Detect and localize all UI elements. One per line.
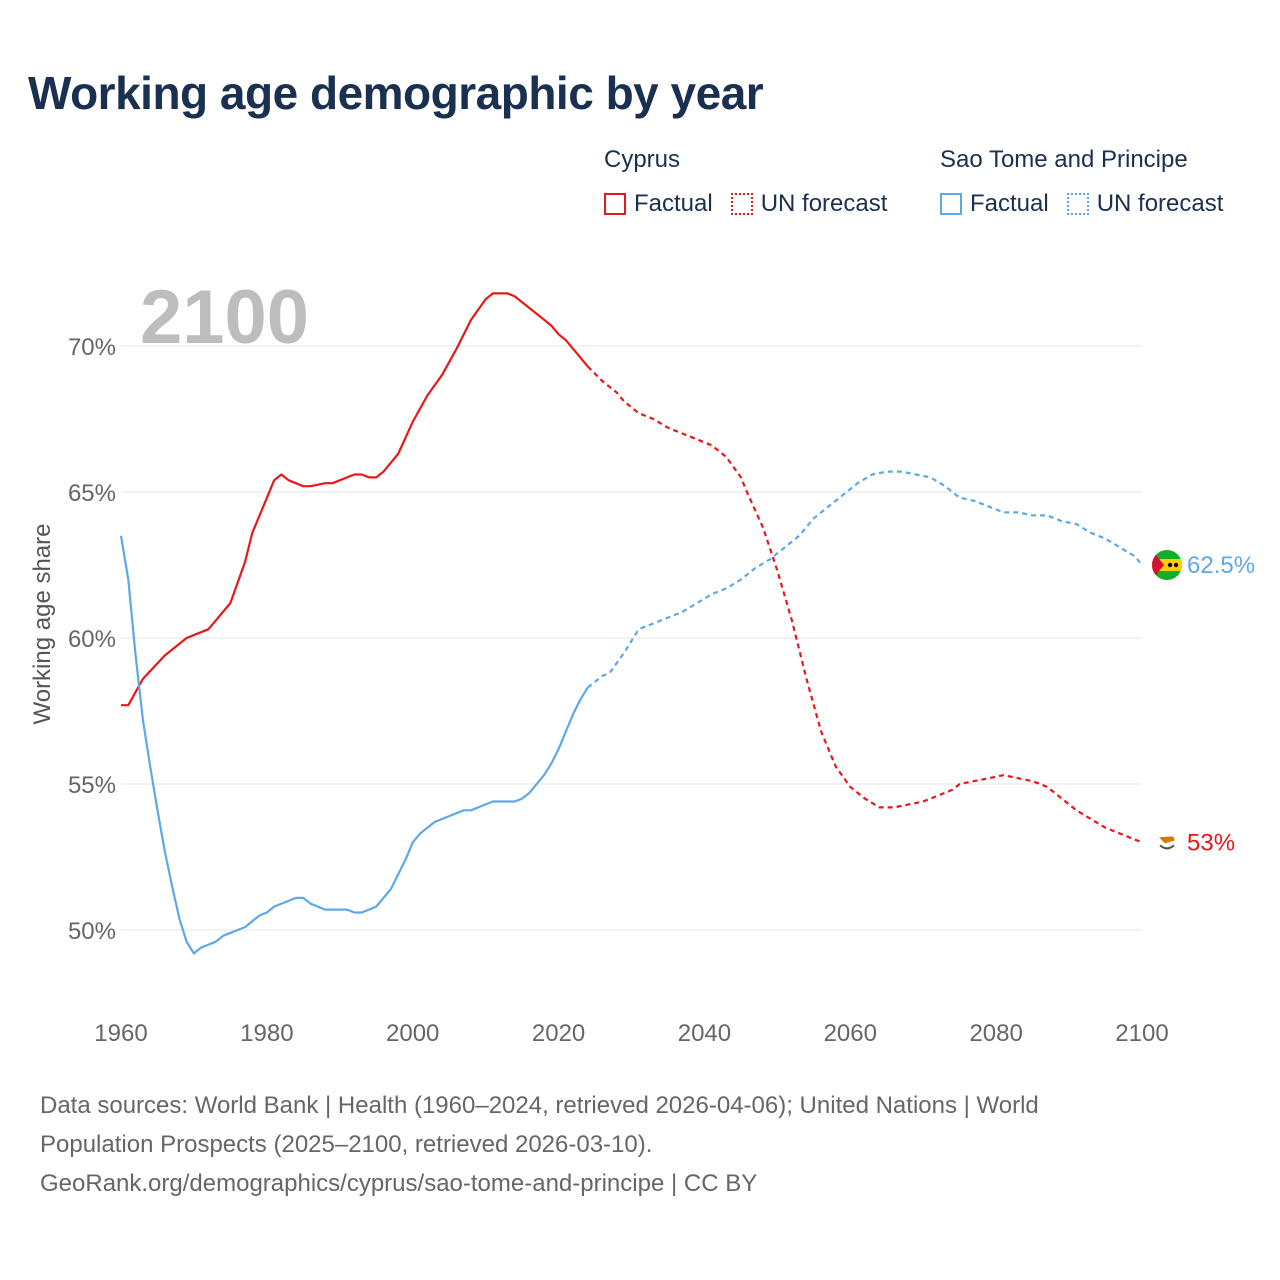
x-tick-label: 2060: [824, 1020, 877, 1047]
legend-group-sao-tome: Sao Tome and Principe Factual UN forecas…: [940, 146, 1241, 218]
series-layer: [119, 292, 1143, 955]
label-layer: 53% 62.5%: [1152, 550, 1255, 856]
y-tick-label: 55%: [68, 772, 116, 799]
legend-label: Factual: [970, 190, 1049, 217]
y-tick-label: 70%: [68, 334, 116, 361]
y-tick-label: 50%: [68, 918, 116, 945]
legend-item-sao-tome-forecast[interactable]: UN forecast: [1066, 190, 1224, 218]
x-tick-label: 1960: [94, 1020, 147, 1047]
footer-line: GeoRank.org/demographics/cyprus/sao-tome…: [40, 1170, 758, 1197]
footer-line: Data sources: World Bank | Health (1960–…: [40, 1092, 1039, 1119]
legend-label: UN forecast: [1096, 190, 1224, 217]
legend-swatch: [1066, 193, 1089, 215]
x-tick-label: 2020: [532, 1020, 585, 1047]
legend-swatch: [604, 193, 626, 215]
series-line-factual: [121, 292, 589, 707]
footer-line: Population Prospects (2025–2100, retriev…: [40, 1131, 653, 1158]
legend-group-name: Sao Tome and Principe: [940, 146, 1188, 173]
x-tick-label: 2000: [386, 1020, 439, 1047]
legend-swatch: [940, 193, 962, 215]
y-axis-label: Working age share: [29, 524, 56, 725]
series-line-factual: [119, 535, 589, 955]
chart-title: Working age demographic by year: [28, 67, 764, 119]
footer: Data sources: World Bank | Health (1960–…: [40, 1086, 1240, 1203]
legend-item-cyprus-factual[interactable]: Factual: [604, 190, 713, 218]
series-end-label: 62.5%: [1187, 552, 1255, 579]
x-tick-label: 2040: [678, 1020, 731, 1047]
line-chart: 2100 50% 55% 60% 65% 70% 1960 1980 2000 2020 2040…: [29, 275, 1255, 1047]
series-end-label: 53%: [1187, 829, 1235, 856]
sao-tome-flag-icon: [1152, 550, 1182, 580]
series-line-forecast: [586, 365, 1143, 844]
x-tick-label: 2080: [969, 1020, 1022, 1047]
year-watermark: 2100: [140, 275, 309, 360]
cyprus-flag-icon: [1159, 836, 1175, 850]
legend-item-sao-tome-factual[interactable]: Factual: [940, 190, 1049, 218]
legend-swatch: [730, 193, 753, 215]
legend-group-name: Cyprus: [604, 146, 681, 173]
y-tick-label: 60%: [68, 626, 116, 653]
series-line-forecast: [587, 470, 1143, 689]
legend-group-cyprus: Cyprus Factual UN forecast: [604, 146, 905, 218]
y-tick-label: 65%: [68, 480, 116, 507]
legend-label: UN forecast: [760, 190, 888, 217]
legend-label: Factual: [634, 190, 713, 217]
grid: 50% 55% 60% 65% 70% 1960 1980 2000 2020 2040 2060 2…: [68, 334, 1169, 1047]
x-tick-label: 2100: [1115, 1020, 1168, 1047]
legend-item-cyprus-forecast[interactable]: UN forecast: [730, 190, 888, 218]
x-tick-label: 1980: [240, 1020, 293, 1047]
